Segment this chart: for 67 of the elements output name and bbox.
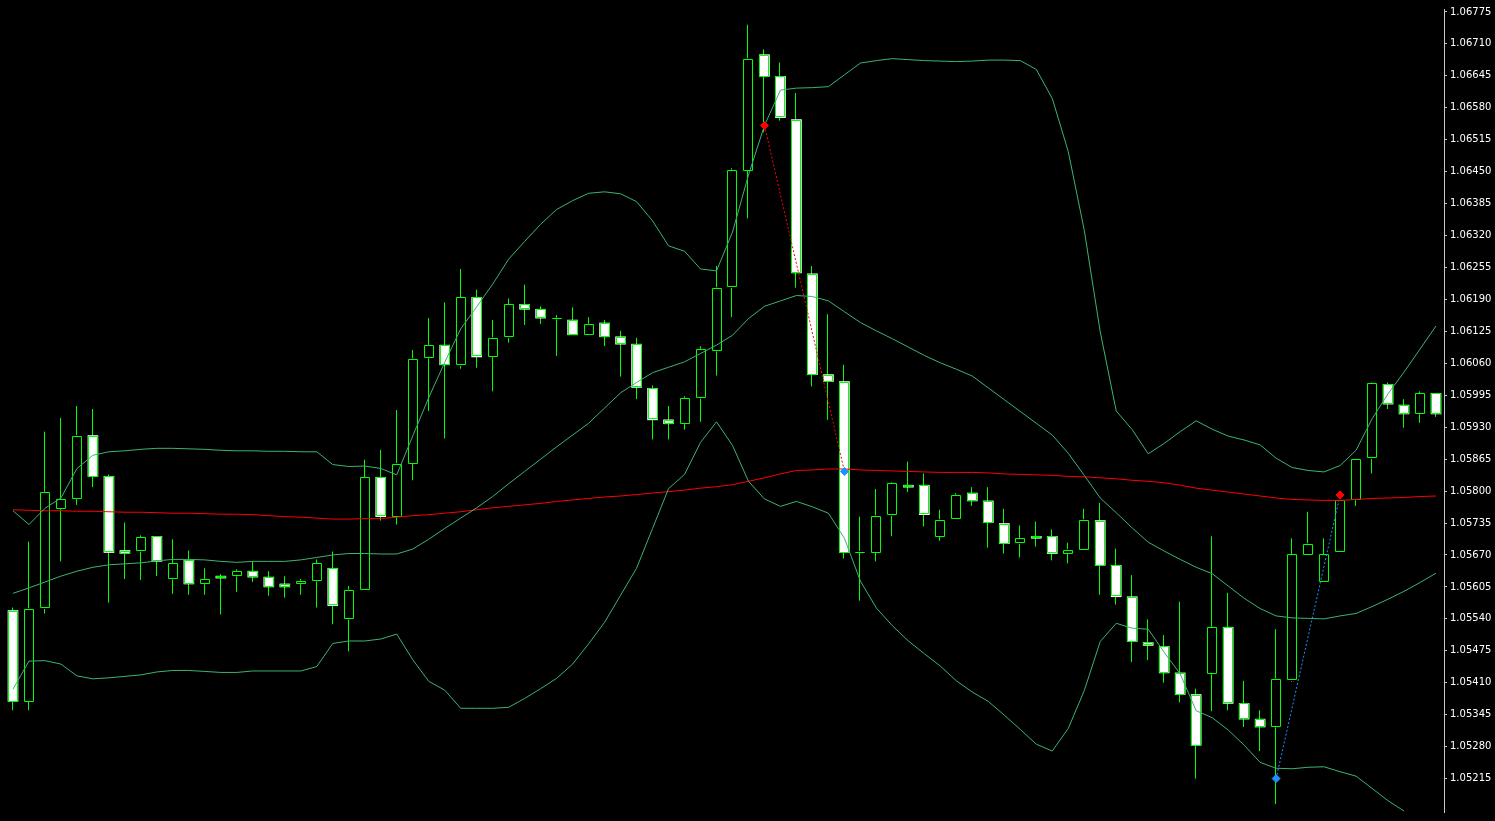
candlestick (215, 573, 227, 615)
y-tick-label: 1.06385 (1450, 197, 1492, 209)
y-tick-label: 1.05475 (1450, 644, 1492, 656)
candlestick (439, 301, 451, 440)
y-tick-label: 1.05735 (1450, 516, 1492, 528)
candlestick (1030, 521, 1042, 548)
candlestick (1430, 392, 1442, 418)
candlestick (519, 284, 530, 326)
candlestick (199, 567, 211, 596)
candlestick (1398, 398, 1410, 429)
y-tick-label: 1.06450 (1450, 165, 1492, 177)
candlestick (1254, 709, 1266, 752)
point (1271, 774, 1281, 784)
candlestick (1046, 528, 1058, 561)
candlestick (1174, 601, 1186, 703)
point (759, 120, 769, 130)
y-tick-label: 1.06190 (1450, 293, 1492, 305)
y-tick-label: 1.06515 (1450, 133, 1492, 145)
point (1335, 490, 1345, 500)
candlestick (982, 486, 994, 549)
candlestick (311, 558, 323, 609)
y-tick-label: 1.06580 (1450, 101, 1492, 113)
candlestick (1302, 511, 1314, 555)
candlestick (231, 568, 243, 593)
y-tick-label: 1.05930 (1450, 420, 1492, 432)
candlestick (263, 570, 275, 597)
candlestick (487, 319, 498, 392)
y-tick-label: 1.06060 (1450, 356, 1492, 368)
y-tick-label: 1.06125 (1450, 324, 1492, 336)
y-tick-label: 1.05800 (1450, 484, 1492, 496)
candlestick (567, 306, 578, 336)
candlestick (1382, 381, 1394, 410)
candlestick (247, 560, 259, 583)
candlestick (903, 461, 914, 493)
y-tick-label: 1.05605 (1450, 580, 1492, 592)
y-tick-label: 1.05410 (1450, 676, 1492, 688)
y-tick-label: 1.05345 (1450, 708, 1492, 720)
y-tick-label: 1.06255 (1450, 261, 1492, 273)
y-tick-label: 1.05215 (1450, 772, 1492, 784)
candlestick (135, 534, 147, 581)
y-tick-label: 1.05995 (1450, 388, 1492, 400)
candlestick (1062, 542, 1074, 564)
candlestick (935, 509, 946, 542)
candlestick (119, 522, 131, 580)
candlestick (423, 317, 435, 412)
y-tick-label: 1.05540 (1450, 612, 1492, 624)
candlestick (167, 538, 179, 595)
candlestick (1414, 390, 1426, 424)
y-tick-label: 1.06775 (1450, 5, 1492, 17)
candlestick (663, 405, 674, 440)
candlestick (823, 313, 834, 421)
y-tick-label: 1.05865 (1450, 452, 1492, 464)
candlestick (599, 319, 610, 347)
candlestick (1014, 525, 1026, 558)
candlestick (55, 417, 67, 562)
candlestick (279, 575, 291, 599)
y-tick-label: 1.05670 (1450, 548, 1492, 560)
y-tick-label: 1.06645 (1450, 69, 1492, 81)
candlestick (998, 508, 1010, 555)
y-tick-label: 1.05280 (1450, 740, 1492, 752)
candlestick (967, 486, 978, 507)
candlestick (615, 330, 626, 378)
y-tick-label: 1.06710 (1450, 37, 1492, 49)
point (839, 466, 849, 476)
candlestick (1238, 680, 1250, 728)
candlestick (1142, 618, 1154, 661)
y-tick-label: 1.06320 (1450, 229, 1492, 241)
